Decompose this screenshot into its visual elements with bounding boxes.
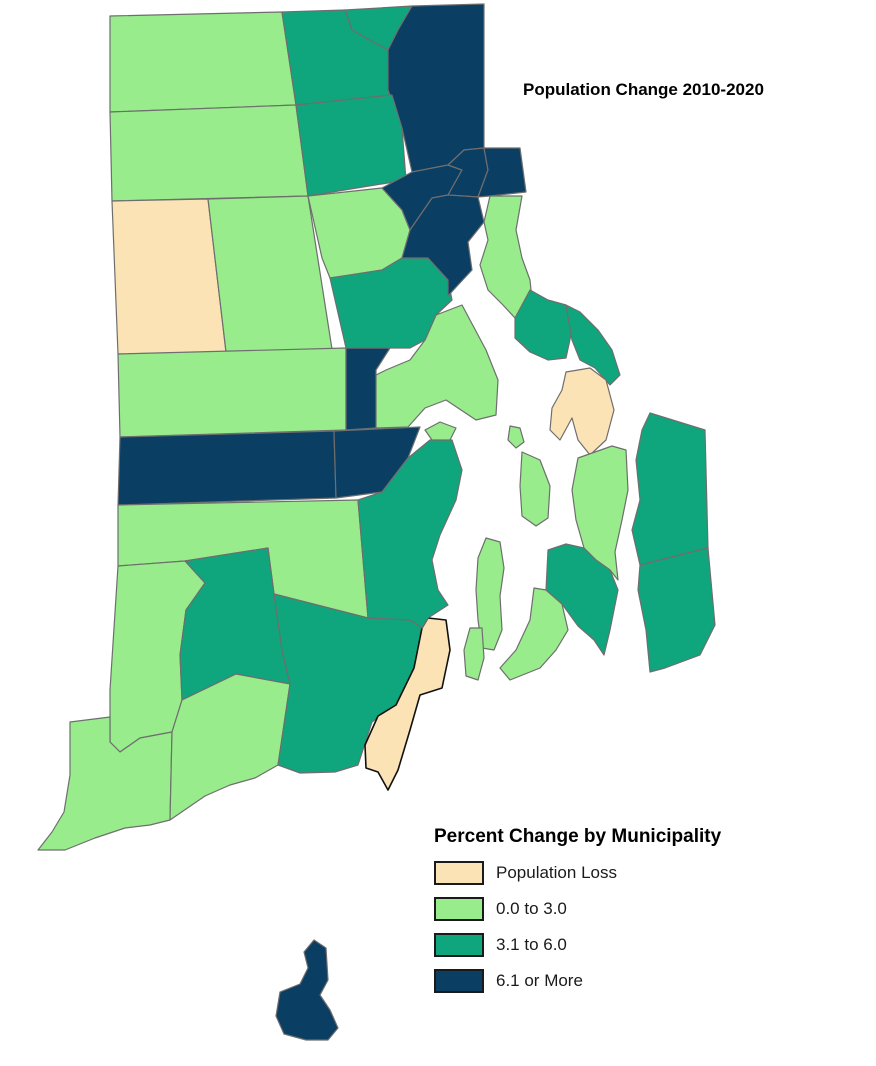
legend-swatch-high <box>434 969 484 993</box>
municipality-north-kingstown <box>357 439 463 629</box>
legend-item-high: 6.1 or More <box>434 968 834 994</box>
legend-swatch-mid <box>434 933 484 957</box>
legend-label-low: 0.0 to 3.0 <box>496 899 567 918</box>
legend-item-low: 0.0 to 3.0 <box>434 896 834 922</box>
municipality-conanicut-south <box>463 627 485 681</box>
municipality-portsmouth <box>571 445 629 581</box>
legend-swatch-low <box>434 897 484 921</box>
legend: Percent Change by Municipality Populatio… <box>434 826 834 1004</box>
municipality-little-compton <box>637 547 716 673</box>
municipality-coventry <box>117 347 347 438</box>
municipality-charlestown <box>169 673 291 821</box>
legend-label-loss: Population Loss <box>496 863 617 882</box>
municipality-cranston <box>329 257 453 349</box>
municipality-new-shoreham <box>275 939 339 1041</box>
municipality-patience-island <box>519 451 551 527</box>
municipality-warwick <box>361 304 499 429</box>
municipality-tiverton <box>631 412 709 566</box>
municipality-smithfield <box>295 94 407 197</box>
legend-title: Percent Change by Municipality <box>434 826 722 847</box>
municipality-bristol <box>514 289 573 361</box>
municipality-jamestown <box>475 537 505 651</box>
legend-label-mid: 3.1 to 6.0 <box>496 935 567 954</box>
legend-item-loss: Population Loss <box>434 860 834 886</box>
municipality-warren <box>565 304 621 386</box>
municipality-glocester <box>109 104 309 202</box>
municipality-providence <box>401 194 485 297</box>
legend-item-mid: 3.1 to 6.0 <box>434 932 834 958</box>
municipality-burrillville <box>109 11 297 113</box>
map-title: Population Change 2010-2020 <box>523 80 764 99</box>
municipality-west-greenwich <box>117 430 337 506</box>
legend-label-high: 6.1 or More <box>496 971 583 990</box>
municipality-prudence-island <box>549 367 615 456</box>
legend-swatch-loss <box>434 861 484 885</box>
municipality-foster <box>111 198 227 355</box>
municipality-hog-island <box>507 425 525 449</box>
municipality-narragansett <box>364 617 451 791</box>
municipality-west-bay-island <box>424 421 457 441</box>
municipality-newport <box>499 587 569 681</box>
municipality-westerly <box>37 716 173 851</box>
